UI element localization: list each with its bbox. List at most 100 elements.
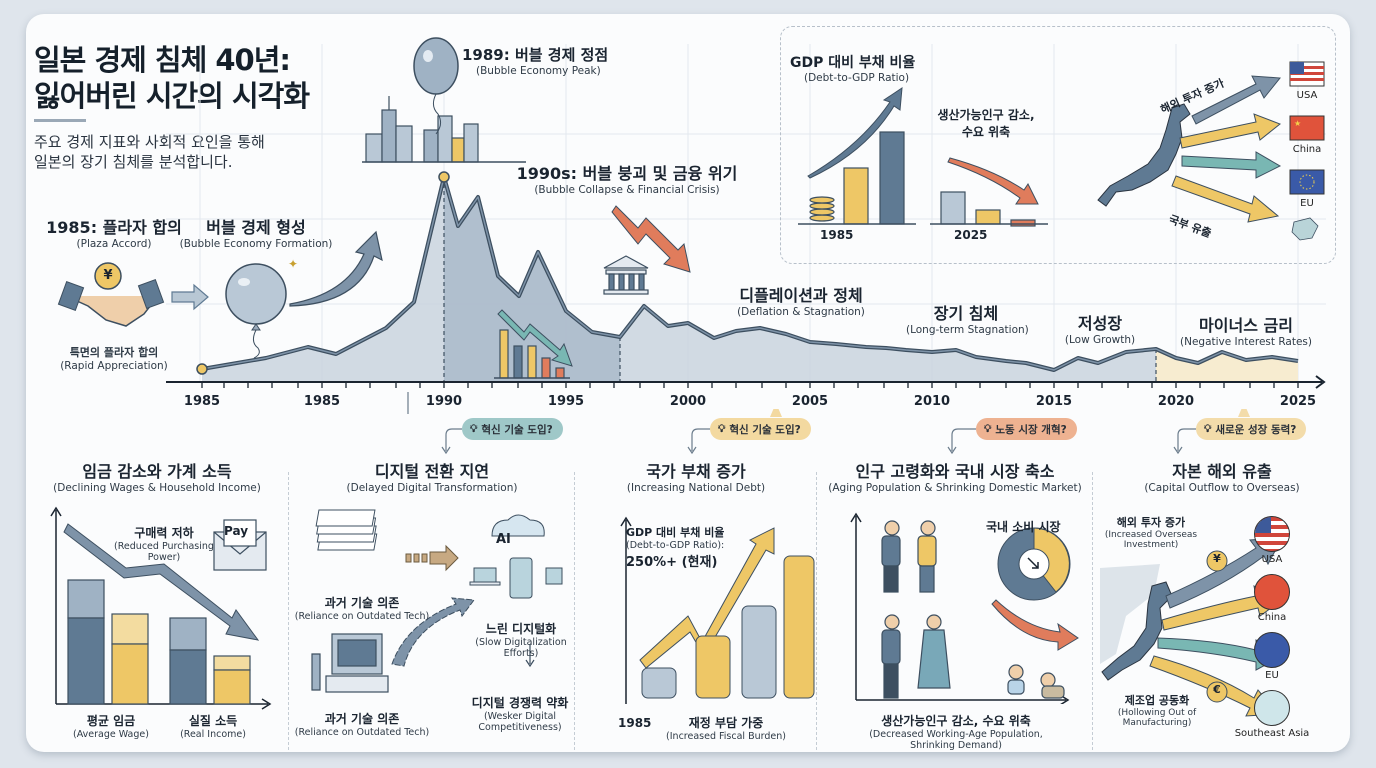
lightbulb-icon: 💡︎ bbox=[1204, 422, 1212, 435]
event-title: 저성장 bbox=[1077, 314, 1123, 333]
callout-innovation-2: 💡︎ 혁신 기술 도입? bbox=[710, 418, 811, 440]
section-title: 자본 해외 유출 bbox=[1172, 462, 1272, 481]
hollowing-out-en-2: Manufacturing) bbox=[1122, 718, 1192, 728]
inset-rising-arrow-icon bbox=[807, 87, 903, 179]
title-line-1: 일본 경제 침체 40년: bbox=[34, 43, 291, 77]
outflow-arrow-sea bbox=[1171, 175, 1280, 223]
purchasing-power-en-1: (Reduced Purchasing bbox=[114, 541, 214, 552]
domestic-market-label: 국내 소비 시장 bbox=[986, 520, 1061, 534]
svg-text:✦: ✦ bbox=[288, 257, 298, 271]
pc-reliance-en: (Reliance on Outdated Tech) bbox=[294, 727, 430, 738]
southeast-asia-map-icon bbox=[1291, 217, 1319, 241]
paper-reliance-ko: 과거 기술 의존 bbox=[324, 596, 400, 610]
balloon-icon: ✦ bbox=[225, 257, 298, 359]
event-subtitle: (Bubble Economy Peak) bbox=[476, 65, 601, 77]
section-subtitle: (Capital Outflow to Overseas) bbox=[1144, 482, 1300, 494]
section-divider bbox=[574, 472, 575, 750]
outflow-arrow-china bbox=[1179, 113, 1281, 149]
southeast-asia-globe-icon bbox=[1254, 690, 1290, 726]
pc-reliance-ko: 과거 기술 의존 bbox=[324, 712, 400, 726]
country-usa: USA bbox=[1261, 554, 1283, 565]
laptop-icon bbox=[469, 567, 501, 586]
section-title: 임금 감소와 가계 소득 bbox=[82, 462, 232, 481]
plaza-caption: 특면의 플라자 합의 (Rapid Appreciation) bbox=[46, 344, 182, 372]
peak-point-marker bbox=[438, 171, 450, 183]
outflow-arrow-eu bbox=[1181, 151, 1282, 179]
japan-map-icon bbox=[1097, 103, 1191, 207]
eu-flag-icon bbox=[1289, 169, 1325, 195]
handshake-icon bbox=[57, 262, 165, 327]
title-line-2: 잃어버린 시간의 시각화 bbox=[34, 79, 310, 113]
subtitle-line-2: 일본의 장기 침체를 분석합니다. bbox=[34, 153, 233, 171]
x-label-real-income: 실질 소득 (Real Income) bbox=[168, 712, 258, 740]
inset-graphics: ★ bbox=[798, 61, 1325, 241]
section-aging-population: 인구 고령화와 국내 시장 축소 (Aging Population & Shr… bbox=[818, 458, 1092, 494]
peak-balloon-icon bbox=[413, 37, 459, 135]
x-label-ko: 평균 임금 bbox=[86, 714, 136, 728]
x-tick-label: 2005 bbox=[791, 394, 829, 409]
section-national-debt: 국가 부채 증가 (Increasing National Debt) bbox=[576, 458, 816, 494]
infographic-card: 일본 경제 침체 40년: 잃어버린 시간의 시각화 주요 경제 지표와 사회적… bbox=[26, 14, 1350, 752]
event-title: 버블 경제 형성 bbox=[206, 218, 306, 237]
inset-demand-bars bbox=[930, 191, 1048, 227]
debt-ratio-label: GDP 대비 부채 비율 (Debt-to-GDP Ratio): 250%+ … bbox=[626, 524, 746, 570]
inset-demand-line-2: 수요 위축 bbox=[961, 125, 1011, 139]
slow-digitalization-ko: 느린 디지털화 bbox=[485, 622, 557, 636]
start-point-marker bbox=[196, 363, 208, 375]
lightbulb-icon: 💡︎ bbox=[718, 422, 726, 435]
elderly-people-icon bbox=[881, 520, 951, 699]
inset-debt-title-ko: GDP 대비 부채 비율 bbox=[790, 55, 916, 71]
euro-symbol: € bbox=[1213, 683, 1221, 696]
callout-innovation-1: 💡︎ 혁신 기술 도입? bbox=[462, 418, 563, 440]
arrow-right-icon bbox=[171, 283, 209, 311]
section-subtitle: (Aging Population & Shrinking Domestic M… bbox=[828, 482, 1082, 494]
old-computer-icon bbox=[311, 633, 389, 693]
section-title: 국가 부채 증가 bbox=[646, 462, 746, 481]
callout-label: 새로운 성장 동력? bbox=[1215, 423, 1297, 436]
debt-ratio-value: 250%+ (현재) bbox=[626, 555, 718, 570]
event-bubble-peak: 1989: 버블 경제 정점 (Bubble Economy Peak) bbox=[462, 44, 608, 77]
x-tick-label: 1985 bbox=[183, 394, 221, 409]
plaza-caption-en: (Rapid Appreciation) bbox=[60, 360, 168, 372]
section-divider bbox=[816, 472, 817, 750]
inset-falling-arrow-icon bbox=[947, 157, 1039, 205]
fiscal-burden-label: 재정 부담 가중 (Increased Fiscal Burden) bbox=[666, 714, 786, 742]
outflow-arrow-usa bbox=[1191, 75, 1281, 125]
title-underline bbox=[34, 119, 86, 122]
event-title: 1989: 버블 경제 정점 bbox=[462, 46, 609, 64]
paper-reliance-label: 과거 기술 의존 (Reliance on Outdated Tech) bbox=[294, 594, 430, 622]
inset-demand-line-1: 생산가능인구 감소, bbox=[937, 108, 1035, 122]
ai-label: AI bbox=[496, 532, 511, 547]
purchasing-power-ko: 구매력 저하 bbox=[134, 526, 194, 540]
event-subtitle: (Bubble Economy Formation) bbox=[179, 238, 333, 250]
babies-icon bbox=[1007, 664, 1065, 699]
country-eu: EU bbox=[1265, 670, 1279, 681]
subtitle-line-1: 주요 경제 지표와 사회적 요인을 통해 bbox=[34, 133, 265, 151]
yen-symbol: ¥ bbox=[103, 268, 113, 283]
section-capital-outflow: 자본 해외 유출 (Capital Outflow to Overseas) bbox=[1094, 458, 1350, 494]
plaza-caption-ko: 특면의 플라자 합의 bbox=[69, 346, 159, 359]
x-tick-label: 2000 bbox=[669, 394, 707, 409]
timeline-chart: ✦ bbox=[57, 37, 1326, 414]
section-divider bbox=[288, 472, 289, 750]
event-subtitle: (Plaza Accord) bbox=[76, 238, 152, 250]
x-label-average-wage: 평균 임금 (Average Wage) bbox=[66, 712, 156, 740]
event-title: 장기 침체 bbox=[933, 304, 999, 323]
weak-competitiveness-ko: 디지털 경쟁력 약화 bbox=[471, 696, 569, 710]
china-flag-icon bbox=[1254, 574, 1290, 610]
event-long-term-stagnation: 장기 침체 (Long-term Stagnation) bbox=[906, 300, 1029, 336]
working-age-ko: 생산가능인구 감소, 수요 위축 bbox=[881, 714, 1031, 728]
event-bubble-collapse: 1990s: 버블 붕괴 및 금융 위기 (Bubble Collapse & … bbox=[512, 160, 742, 196]
page-subtitle: 주요 경제 지표와 사회적 요인을 통해 일본의 장기 침체를 분석합니다. bbox=[34, 132, 265, 172]
china-flag-icon: ★ bbox=[1289, 115, 1325, 141]
capital-outflow-graphics bbox=[1100, 537, 1284, 717]
yen-symbol: ¥ bbox=[1213, 552, 1221, 565]
debt-year-label: 1985 bbox=[618, 716, 652, 730]
x-tick-label: 2020 bbox=[1157, 394, 1195, 409]
event-title: 1985: 플라자 합의 bbox=[46, 218, 182, 237]
decline-bars-icon bbox=[494, 329, 570, 379]
event-subtitle: (Long-term Stagnation) bbox=[906, 324, 1029, 336]
hollowing-out-en-1: (Hollowing Out of bbox=[1117, 708, 1197, 718]
weak-competitiveness-label: 디지털 경쟁력 약화 (Wesker Digital Competitivene… bbox=[458, 694, 582, 733]
working-age-en-2: Shrinking Demand) bbox=[910, 740, 1002, 751]
